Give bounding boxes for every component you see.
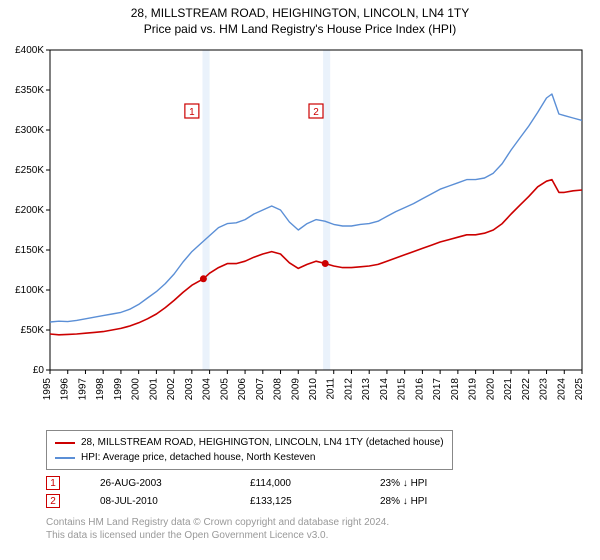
svg-text:2001: 2001: [148, 378, 159, 401]
svg-text:2002: 2002: [166, 378, 177, 401]
title-line-1: 28, MILLSTREAM ROAD, HEIGHINGTON, LINCOL…: [0, 6, 600, 22]
svg-text:1996: 1996: [60, 378, 71, 401]
attribution-line-1: Contains HM Land Registry data © Crown c…: [46, 516, 389, 529]
sale-price: £133,125: [250, 496, 340, 507]
svg-text:2013: 2013: [361, 378, 372, 401]
title-line-2: Price paid vs. HM Land Registry's House …: [0, 22, 600, 38]
svg-text:£250K: £250K: [15, 165, 44, 176]
sale-diff-vs-hpi: 23% ↓ HPI: [380, 478, 470, 489]
svg-text:2006: 2006: [237, 378, 248, 401]
svg-text:£150K: £150K: [15, 245, 44, 256]
svg-text:1997: 1997: [77, 378, 88, 401]
sale-diff-vs-hpi: 28% ↓ HPI: [380, 496, 470, 507]
svg-text:2012: 2012: [343, 378, 354, 401]
svg-text:2008: 2008: [273, 378, 284, 401]
svg-text:2025: 2025: [574, 378, 585, 401]
svg-text:2005: 2005: [219, 378, 230, 401]
chart-title: 28, MILLSTREAM ROAD, HEIGHINGTON, LINCOL…: [0, 0, 600, 37]
sale-price: £114,000: [250, 478, 340, 489]
svg-text:2022: 2022: [521, 378, 532, 401]
svg-text:2004: 2004: [202, 378, 213, 401]
sale-date: 08-JUL-2010: [100, 496, 210, 507]
legend-swatch: [55, 457, 75, 459]
svg-text:2023: 2023: [539, 378, 550, 401]
legend: 28, MILLSTREAM ROAD, HEIGHINGTON, LINCOL…: [46, 430, 453, 470]
sale-marker-index: 1: [46, 476, 60, 490]
svg-text:2016: 2016: [414, 378, 425, 401]
svg-text:£100K: £100K: [15, 285, 44, 296]
svg-text:2009: 2009: [290, 378, 301, 401]
sale-marker-index: 2: [46, 494, 60, 508]
svg-text:£200K: £200K: [15, 205, 44, 216]
svg-text:2017: 2017: [432, 378, 443, 401]
svg-text:£300K: £300K: [15, 125, 44, 136]
svg-text:2021: 2021: [503, 378, 514, 401]
sale-markers-table: 1 26-AUG-2003 £114,000 23% ↓ HPI 2 08-JUL-201…: [46, 474, 470, 510]
legend-item: HPI: Average price, detached house, Nort…: [55, 450, 444, 465]
svg-text:1999: 1999: [113, 378, 124, 401]
svg-text:2015: 2015: [397, 378, 408, 401]
svg-text:£50K: £50K: [21, 325, 45, 336]
svg-text:1995: 1995: [42, 378, 53, 401]
svg-text:2019: 2019: [468, 378, 479, 401]
svg-text:2018: 2018: [450, 378, 461, 401]
svg-text:1: 1: [189, 107, 195, 118]
sale-date: 26-AUG-2003: [100, 478, 210, 489]
attribution: Contains HM Land Registry data © Crown c…: [46, 516, 389, 542]
attribution-line-2: This data is licensed under the Open Gov…: [46, 529, 389, 542]
svg-text:£350K: £350K: [15, 85, 44, 96]
legend-label: HPI: Average price, detached house, Nort…: [81, 450, 315, 465]
sale-marker-row: 1 26-AUG-2003 £114,000 23% ↓ HPI: [46, 474, 470, 492]
svg-text:2020: 2020: [485, 378, 496, 401]
legend-swatch: [55, 442, 75, 444]
chart-svg: £0 £50K £100K £150K £200K £250K £300K £350K £400…: [10, 44, 590, 424]
svg-text:1998: 1998: [95, 378, 106, 401]
svg-text:2000: 2000: [131, 378, 142, 401]
price-chart: £0 £50K £100K £150K £200K £250K £300K £350K £400…: [10, 44, 590, 424]
svg-text:2010: 2010: [308, 378, 319, 401]
svg-text:2014: 2014: [379, 378, 390, 401]
svg-text:2003: 2003: [184, 378, 195, 401]
legend-label: 28, MILLSTREAM ROAD, HEIGHINGTON, LINCOL…: [81, 435, 444, 450]
svg-text:2024: 2024: [556, 378, 567, 401]
svg-text:2: 2: [313, 107, 319, 118]
svg-text:2007: 2007: [255, 378, 266, 401]
svg-text:£400K: £400K: [15, 45, 44, 56]
sale-marker-row: 2 08-JUL-2010 £133,125 28% ↓ HPI: [46, 492, 470, 510]
svg-text:2011: 2011: [326, 378, 337, 400]
svg-text:£0: £0: [33, 365, 45, 376]
legend-item: 28, MILLSTREAM ROAD, HEIGHINGTON, LINCOL…: [55, 435, 444, 450]
